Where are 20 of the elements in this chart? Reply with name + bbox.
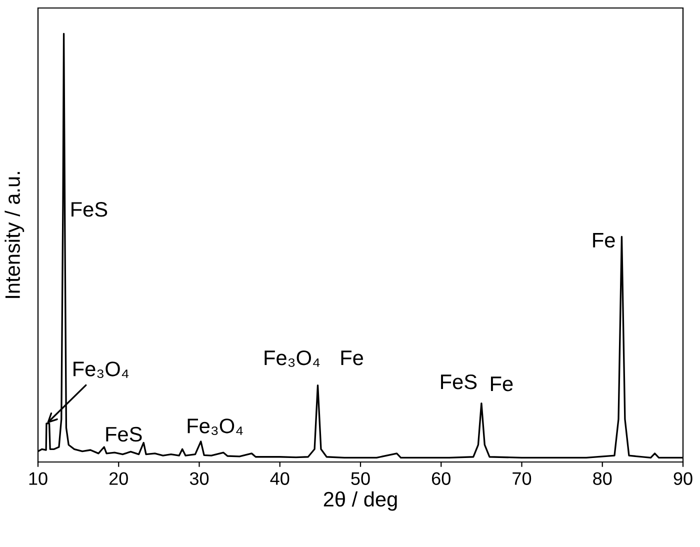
annotation: Fe: [593, 233, 615, 248]
annotation: Fe₃O₄: [74, 362, 129, 378]
annotation: Fe₃O₄: [188, 418, 243, 436]
x-tick-label: 80: [593, 472, 612, 485]
annotation: Fe: [341, 350, 363, 366]
x-axis-title: 2θ / deg: [324, 491, 397, 511]
x-tick-label: 30: [190, 472, 209, 485]
annotation: Fe: [490, 376, 513, 392]
annotation: FeS: [72, 202, 108, 217]
x-tick-label: 40: [270, 472, 290, 485]
x-tick-label: 20: [109, 472, 128, 485]
annotation: FeS: [441, 374, 477, 390]
x-tick-label: 60: [432, 472, 450, 485]
y-axis-title: Intensity / a.u.: [4, 172, 24, 298]
x-tick-label: 10: [29, 472, 48, 485]
x-tick-label: 70: [512, 472, 532, 485]
x-tick-label: 90: [674, 472, 692, 485]
annotation: Fe₃O₄: [264, 350, 320, 367]
x-tick-label: 50: [351, 472, 370, 485]
annotation: FeS: [106, 426, 142, 442]
